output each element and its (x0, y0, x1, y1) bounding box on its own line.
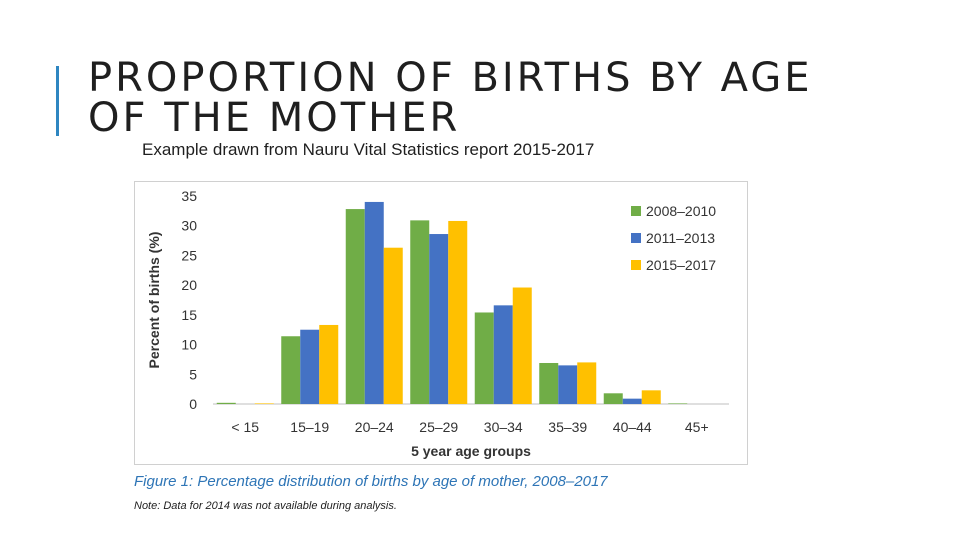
bar-1-2 (319, 324, 339, 404)
bar-3-2 (448, 220, 468, 404)
title-accent-bar (56, 66, 59, 136)
y-axis-title: Percent of births (%) (146, 232, 162, 369)
y-tick-label: 15 (181, 307, 197, 323)
bar-2-0 (345, 209, 365, 404)
legend-swatch (631, 206, 641, 216)
bar-6-1 (622, 398, 642, 404)
bar-5-1 (558, 365, 578, 404)
bar-5-0 (539, 362, 559, 404)
figure-note: Note: Data for 2014 was not available du… (134, 500, 397, 512)
x-tick-label: 25–29 (419, 419, 458, 435)
slide-title: PROPORTION OF BIRTHS BY AGE OF THE MOTHE… (88, 58, 888, 138)
bar-6-0 (603, 393, 623, 404)
figure-caption: Figure 1: Percentage distribution of bir… (134, 473, 608, 490)
y-tick-label: 30 (181, 218, 197, 234)
x-tick-label: 30–34 (484, 419, 523, 435)
bar-6-2 (641, 390, 661, 404)
bar-0-2 (254, 403, 274, 404)
bar-4-1 (493, 305, 513, 404)
x-tick-label: 35–39 (548, 419, 587, 435)
legend-swatch (631, 260, 641, 270)
x-tick-label: 45+ (685, 419, 709, 435)
y-tick-label: 5 (189, 366, 197, 382)
bar-2-1 (364, 201, 384, 404)
y-tick-label: 0 (189, 396, 197, 412)
y-tick-label: 10 (181, 337, 197, 353)
bar-5-2 (577, 362, 597, 404)
bar-4-2 (512, 287, 532, 404)
y-tick-label: 20 (181, 277, 197, 293)
slide-title-line-2: OF THE MOTHER (88, 95, 461, 141)
x-tick-label: < 15 (231, 419, 259, 435)
bar-chart: 0 5 10 15 20 25 30 35 < 15 15–19 20–24 25–29 30–34 35… (146, 188, 729, 459)
x-axis-title: 5 year age groups (411, 443, 531, 459)
x-tick-label: 40–44 (613, 419, 652, 435)
bar-3-0 (410, 220, 430, 404)
y-tick-label: 25 (181, 247, 197, 263)
bar-2-2 (383, 247, 403, 404)
legend-label: 2015–2017 (646, 257, 716, 273)
legend-swatch (631, 233, 641, 243)
slide-title-line-1: PROPORTION OF BIRTHS BY AGE (88, 55, 813, 101)
y-tick-label: 35 (181, 188, 197, 204)
chart-frame: 0 5 10 15 20 25 30 35 < 15 15–19 20–24 25–29 30–34 35… (134, 181, 748, 465)
bar-7-0 (668, 403, 688, 404)
bar-4-0 (474, 312, 494, 404)
bar-3-1 (429, 234, 449, 404)
bar-1-1 (300, 329, 320, 404)
legend-label: 2011–2013 (646, 230, 715, 246)
x-tick-label: 20–24 (355, 419, 394, 435)
bar-1-0 (281, 336, 301, 404)
legend-label: 2008–2010 (646, 203, 716, 219)
bar-0-0 (216, 402, 236, 404)
x-tick-label: 15–19 (290, 419, 329, 435)
slide-subtitle: Example drawn from Nauru Vital Statistic… (142, 140, 595, 159)
